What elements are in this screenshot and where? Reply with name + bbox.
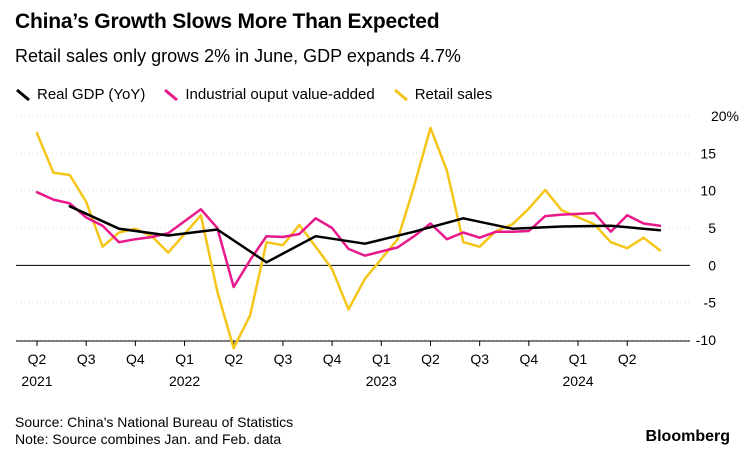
chart-subtitle: Retail sales only grows 2% in June, GDP … xyxy=(15,46,461,66)
series-line-industrial-output xyxy=(35,190,662,289)
legend-swatch-industrial xyxy=(164,88,179,101)
legend-label-gdp: Real GDP (YoY) xyxy=(37,86,146,103)
x-tick-year-label: 2024 xyxy=(562,373,593,389)
y-tick-label: 5 xyxy=(708,220,716,236)
x-tick-label: Q4 xyxy=(519,351,538,367)
y-tick-label: -10 xyxy=(696,332,716,348)
x-tick-label: Q4 xyxy=(126,351,145,367)
legend-label-industrial: Industrial ouput value-added xyxy=(185,86,375,103)
series-lines xyxy=(35,126,662,350)
series-line-retail-sales xyxy=(35,126,662,350)
source-note: Source: China's National Bureau of Stati… xyxy=(15,414,293,448)
x-tick-label: Q3 xyxy=(77,351,96,367)
legend-label-retail: Retail sales xyxy=(414,86,493,103)
x-tick-label: Q1 xyxy=(175,351,194,367)
y-tick-label: 15 xyxy=(700,145,716,161)
legend: Real GDP (YoY) Industrial ouput value-ad… xyxy=(15,86,510,103)
series-line-real-gdp xyxy=(68,205,662,264)
legend-item-industrial: Industrial ouput value-added xyxy=(163,86,375,103)
x-tick-label: Q2 xyxy=(224,351,243,367)
x-tick-label: Q3 xyxy=(470,351,489,367)
legend-item-gdp: Real GDP (YoY) xyxy=(15,86,145,103)
y-tick-label-unit: 20% xyxy=(711,108,739,124)
x-tick-label: Q2 xyxy=(421,351,440,367)
x-tick-label: Q2 xyxy=(618,351,637,367)
x-tick-label: Q2 xyxy=(28,351,47,367)
x-tick-label: Q4 xyxy=(323,351,342,367)
x-tick-label: Q1 xyxy=(569,351,588,367)
bloomberg-logo: Bloomberg xyxy=(645,428,730,445)
y-tick-label: -5 xyxy=(704,295,717,311)
note-text: Note: Source combines Jan. and Feb. data xyxy=(15,431,282,447)
x-tick-year-label: 2021 xyxy=(21,373,52,389)
legend-item-retail: Retail sales xyxy=(393,86,493,103)
legend-swatch-retail xyxy=(393,88,408,101)
chart-title: China’s Growth Slows More Than Expected xyxy=(15,10,440,33)
x-tick-year-label: 2022 xyxy=(169,373,200,389)
x-tick-year-label: 2023 xyxy=(366,373,397,389)
x-tick-label: Q1 xyxy=(372,351,391,367)
legend-swatch-gdp xyxy=(16,88,30,101)
x-tick-label: Q3 xyxy=(274,351,293,367)
axes: -10 -5 0 5 10 15 20% Q2 2021 Q3 Q4 Q1 2022 Q2 Q3 Q4 Q1 20… xyxy=(16,108,739,389)
source-text: Source: China's National Bureau of Stati… xyxy=(15,414,294,430)
y-tick-label: 0 xyxy=(708,257,716,273)
y-tick-label: 10 xyxy=(700,183,716,199)
